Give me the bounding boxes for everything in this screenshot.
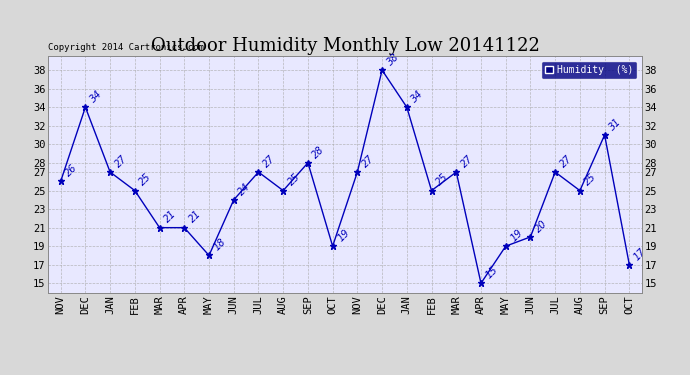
- Text: 26: 26: [63, 163, 79, 178]
- Text: 27: 27: [360, 153, 376, 169]
- Text: 25: 25: [582, 172, 599, 188]
- Text: Copyright 2014 Cartronics.com: Copyright 2014 Cartronics.com: [48, 42, 204, 51]
- Text: 21: 21: [162, 209, 178, 225]
- Title: Outdoor Humidity Monthly Low 20141122: Outdoor Humidity Monthly Low 20141122: [150, 37, 540, 55]
- Text: 28: 28: [310, 144, 326, 160]
- Text: 21: 21: [187, 209, 203, 225]
- Text: 38: 38: [385, 51, 401, 68]
- Text: 24: 24: [237, 181, 253, 197]
- Text: 20: 20: [533, 218, 549, 234]
- Text: 25: 25: [286, 172, 302, 188]
- Text: 31: 31: [607, 116, 623, 132]
- Text: 34: 34: [410, 88, 426, 104]
- Text: 15: 15: [484, 264, 500, 280]
- Text: 19: 19: [509, 228, 524, 243]
- Text: 27: 27: [113, 153, 129, 169]
- Text: 25: 25: [137, 172, 154, 188]
- Text: 34: 34: [88, 88, 104, 104]
- Text: 27: 27: [459, 153, 475, 169]
- Text: 19: 19: [335, 228, 351, 243]
- Text: 17: 17: [632, 246, 648, 262]
- Text: 27: 27: [262, 153, 277, 169]
- Legend: Humidity  (%): Humidity (%): [541, 61, 637, 79]
- Text: 25: 25: [434, 172, 451, 188]
- Text: 18: 18: [212, 237, 228, 253]
- Text: 27: 27: [558, 153, 574, 169]
